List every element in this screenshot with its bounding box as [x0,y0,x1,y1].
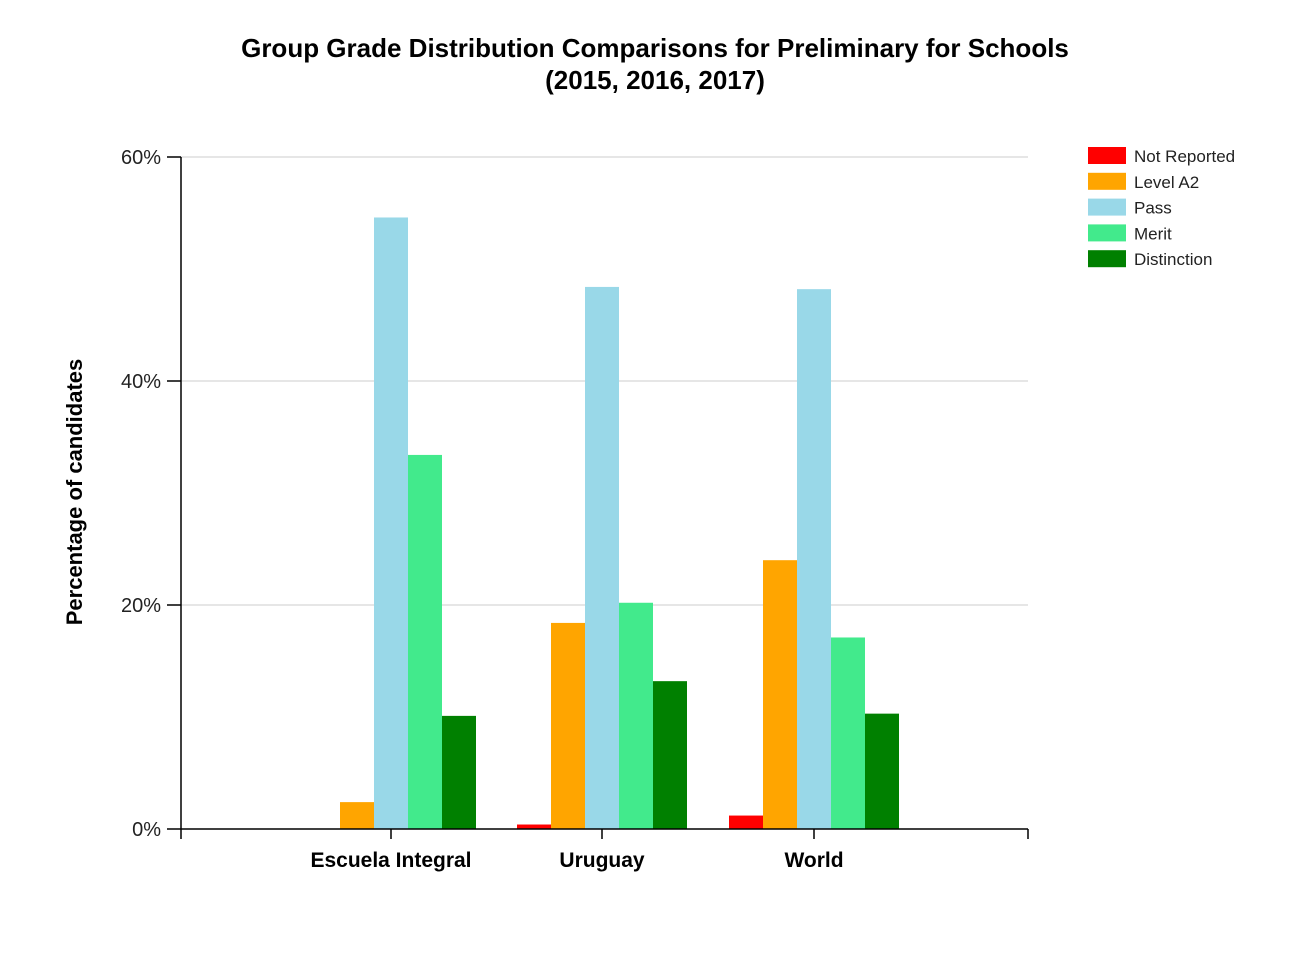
axes [167,156,1029,839]
bars-group [340,217,899,830]
bar-pass-uruguay [585,286,619,829]
chart-title-line-1: Group Grade Distribution Comparisons for… [241,33,1069,63]
bar-distinction-uruguay [653,681,687,829]
y-tick-label: 20% [121,595,161,617]
legend-swatch [1088,250,1126,268]
y-tick-labels: 0% 20% 40% 60% [121,147,161,841]
y-axis-label: Percentage of candidates [62,359,87,626]
legend-label: Merit [1134,224,1172,243]
y-tick-label: 60% [121,147,161,169]
x-category-label: World [784,849,843,872]
bar-level-a2-world [763,560,797,829]
chart-title: Group Grade Distribution Comparisons for… [0,32,1310,96]
bar-merit-uruguay [619,602,653,829]
x-category-label: Escuela Integral [310,849,471,872]
legend-swatch [1088,198,1126,216]
bar-level-a2-uruguay [551,622,585,829]
legend-label: Distinction [1134,250,1212,269]
legend-swatch [1088,147,1126,164]
bar-distinction-escuela-integral [442,715,476,829]
legend-swatch [1088,172,1126,190]
bar-not-reported-world [729,815,763,829]
y-tick-label: 40% [121,371,161,393]
bar-merit-escuela-integral [408,454,442,829]
chart-title-line-2: (2015, 2016, 2017) [545,65,765,95]
bar-distinction-world [865,713,899,829]
x-category-label: Uruguay [559,849,645,872]
legend-label: Not Reported [1134,147,1235,166]
bar-pass-world [797,289,831,829]
bar-level-a2-escuela-integral [340,802,374,829]
bar-not-reported-uruguay [517,824,551,829]
bar-merit-world [831,637,865,829]
legend-label: Pass [1134,199,1172,218]
y-tick-label: 0% [132,819,161,841]
bar-pass-escuela-integral [374,217,408,830]
x-category-labels: Escuela Integral Uruguay World [310,849,843,872]
legend: Not Reported Level A2 Pass Merit Distinction [1088,147,1235,269]
legend-swatch [1088,224,1126,242]
legend-label: Level A2 [1134,173,1199,192]
